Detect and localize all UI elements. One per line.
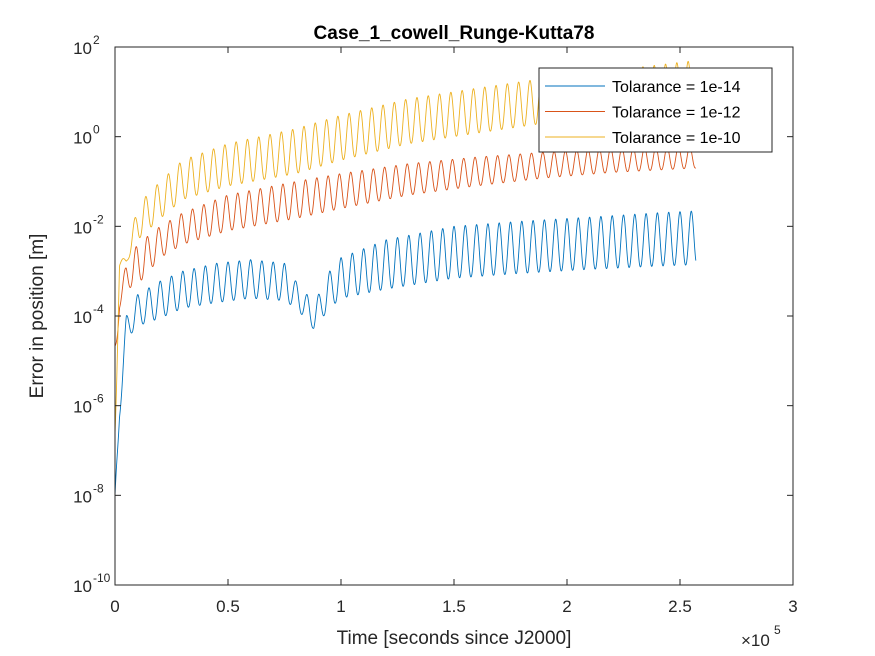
x-multiplier: ×10 5	[741, 623, 781, 650]
y-tick-label-base: 10	[73, 487, 92, 506]
legend-label: Tolarance = 1e-10	[612, 130, 741, 147]
x-tick-label: 0.5	[216, 597, 240, 616]
y-axis-label: Error in position [m]	[27, 234, 48, 399]
legend-label: Tolarance = 1e-12	[612, 105, 741, 122]
x-tick-label: 3	[788, 597, 797, 616]
x-tick-label: 1	[336, 597, 345, 616]
y-tick-label-exponent: -6	[93, 392, 104, 406]
y-tick-label-base: 10	[73, 129, 92, 148]
y-tick-label-exponent: 0	[93, 123, 100, 137]
series-line	[114, 210, 697, 496]
y-tick-label-exponent: -8	[93, 481, 104, 495]
chart-title: Case_1_cowell_Runge-Kutta78	[314, 23, 595, 44]
y-tick-label-base: 10	[73, 577, 92, 596]
legend-box	[538, 67, 773, 153]
x-tick-label: 2	[562, 597, 571, 616]
y-tick-label-base: 10	[73, 308, 92, 327]
x-tick-label: 2.5	[668, 597, 692, 616]
y-tick-label-base: 10	[73, 218, 92, 237]
x-multiplier-exponent: 5	[774, 623, 781, 637]
y-tick-label-exponent: -10	[93, 571, 111, 585]
x-axis-label: Time [seconds since J2000]	[337, 628, 572, 649]
x-tick-label: 0	[110, 597, 119, 616]
x-multiplier-base: ×10	[741, 631, 770, 650]
x-tick-label: 1.5	[442, 597, 466, 616]
y-tick-label-base: 10	[73, 398, 92, 417]
y-tick-label-exponent: -2	[93, 212, 104, 226]
legend-label: Tolarance = 1e-14	[612, 79, 741, 96]
y-tick-label-exponent: 2	[93, 33, 100, 47]
y-tick-label-base: 10	[73, 39, 92, 58]
y-tick-label-exponent: -4	[93, 302, 104, 316]
legend: Tolarance = 1e-14 Tolarance = 1e-12 Tolara…	[538, 67, 773, 153]
